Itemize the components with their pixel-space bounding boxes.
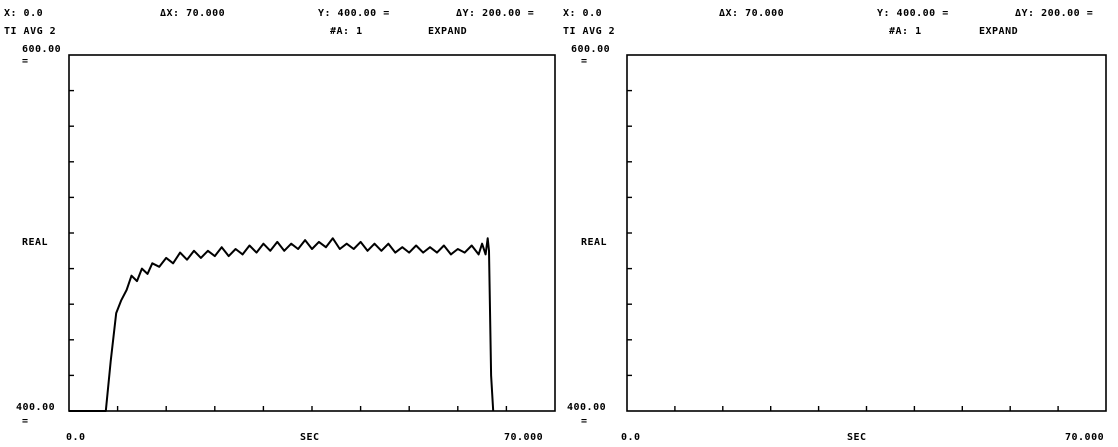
- y-axis-label: REAL: [22, 237, 49, 248]
- plot-area: [68, 54, 556, 412]
- x-min-label: 0.0: [66, 432, 86, 443]
- right-plot-panel: X: 0.0 ΔX: 70.000 Y: 400.00 = ΔY: 200.00…: [559, 0, 1118, 447]
- y-max-unit: =: [581, 56, 588, 67]
- y-min-label: 400.00: [567, 402, 607, 413]
- y-min-label: 400.00: [16, 402, 56, 413]
- left-plot-panel: X: 0.0 ΔX: 70.000 Y: 400.00 = ΔY: 200.00…: [4, 8, 556, 443]
- x-readout: X: 0.0: [563, 8, 603, 19]
- avg-count: #A: 1: [330, 26, 363, 37]
- series-line: [69, 237, 495, 412]
- plot-frame: [626, 54, 1107, 412]
- x-axis-label: SEC: [300, 432, 320, 443]
- x-readout: X: 0.0: [4, 8, 44, 19]
- y-readout: Y: 400.00 =: [877, 8, 949, 19]
- y-readout: Y: 400.00 =: [318, 8, 390, 19]
- mode-label: TI AVG 2: [563, 26, 616, 37]
- x-max-label: 70.000: [1065, 432, 1105, 443]
- y-max-label: 600.00: [22, 44, 62, 55]
- mode-label: TI AVG 2: [4, 26, 57, 37]
- expand-label: EXPAND: [979, 26, 1019, 37]
- plot-frame: [68, 54, 556, 412]
- avg-count: #A: 1: [889, 26, 922, 37]
- y-axis-label: REAL: [581, 237, 608, 248]
- expand-label: EXPAND: [428, 26, 468, 37]
- plot-area: [626, 54, 1107, 412]
- x-max-label: 70.000: [504, 432, 544, 443]
- dx-readout: ΔX: 70.000: [160, 8, 226, 19]
- x-min-label: 0.0: [621, 432, 641, 443]
- dx-readout: ΔX: 70.000: [719, 8, 785, 19]
- y-max-label: 600.00: [571, 44, 611, 55]
- x-axis-label: SEC: [847, 432, 867, 443]
- y-max-unit: =: [22, 56, 29, 67]
- y-min-unit: =: [22, 416, 29, 427]
- y-min-unit: =: [581, 416, 588, 427]
- dy-readout: ΔY: 200.00 =: [456, 8, 535, 19]
- dy-readout: ΔY: 200.00 =: [1015, 8, 1094, 19]
